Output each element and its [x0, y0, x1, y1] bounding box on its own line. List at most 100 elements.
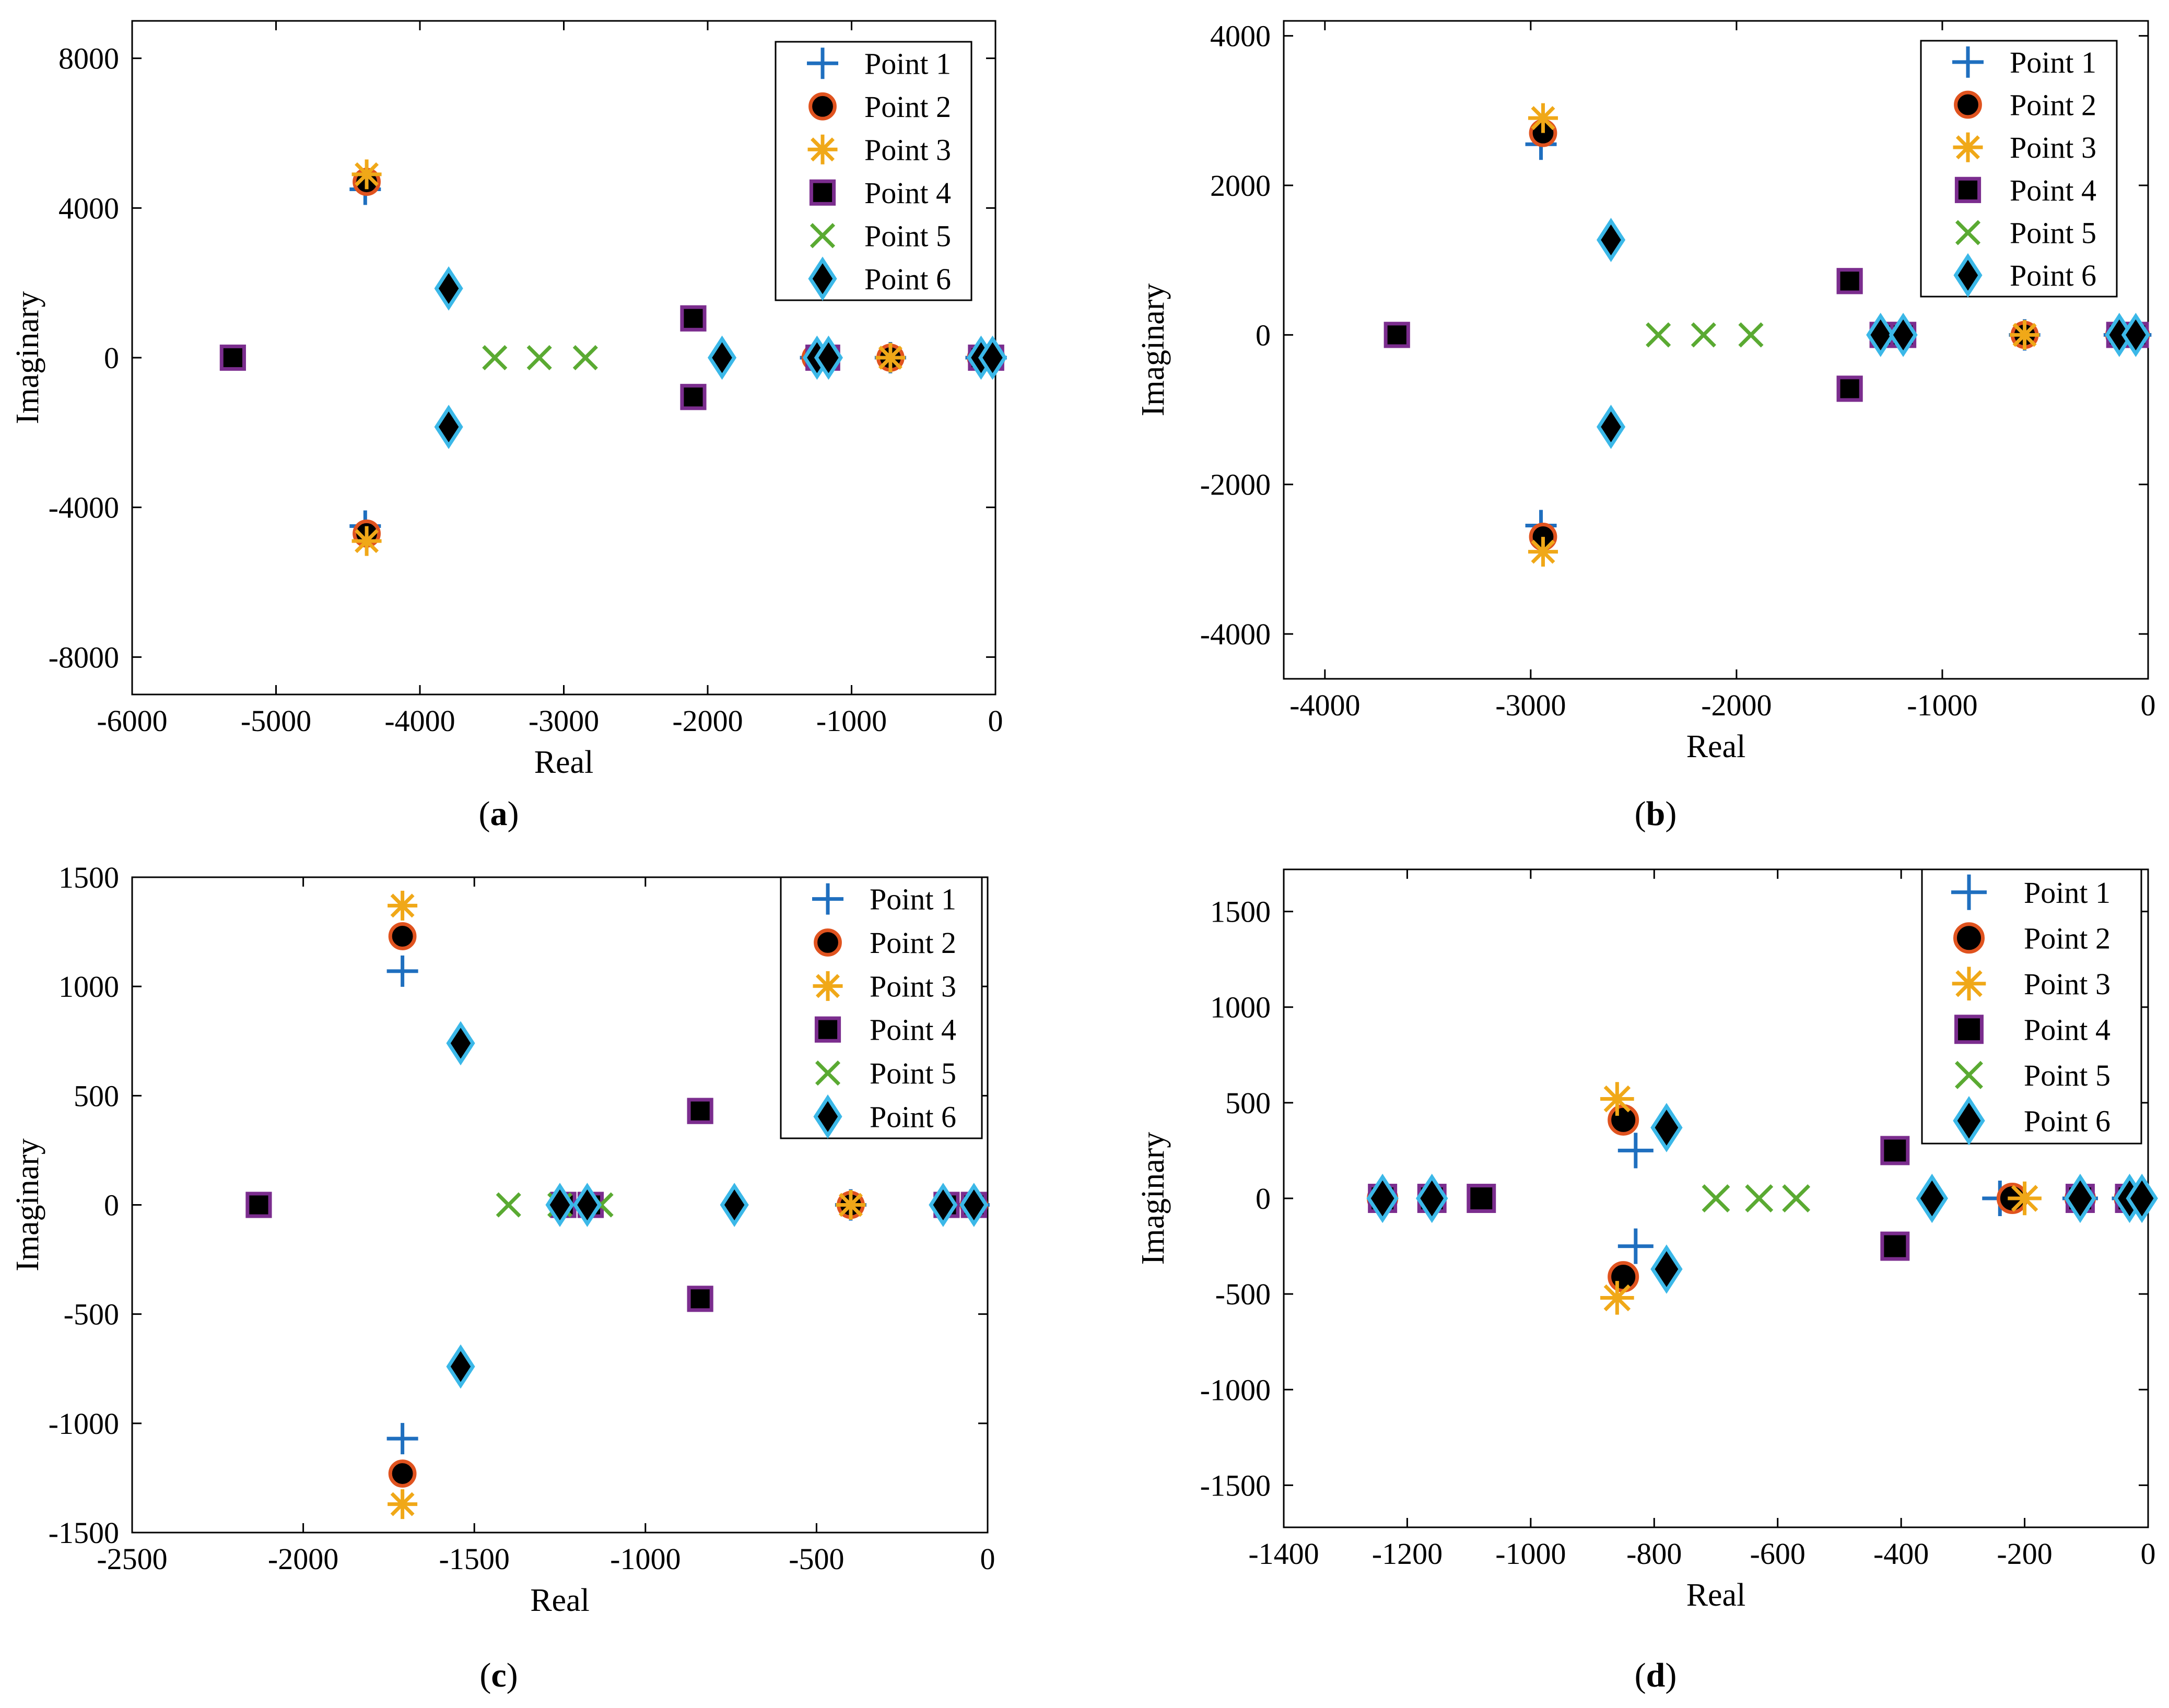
series-point-6 — [1366, 1103, 2158, 1294]
y-tick-label: 0 — [1256, 318, 1271, 352]
legend-marker — [809, 179, 836, 206]
legend-item: Point 6 — [808, 256, 951, 301]
x-tick-label: -2000 — [1701, 688, 1772, 722]
legend-label: Point 3 — [2010, 131, 2096, 164]
data-point — [1528, 103, 1558, 133]
data-point — [1866, 312, 1895, 357]
legend-box — [1920, 40, 2118, 298]
legend-item: Point 4 — [809, 176, 951, 210]
legend-item: Point 3 — [807, 133, 951, 167]
legend-marker — [807, 134, 838, 164]
legend-marker — [810, 223, 836, 249]
data-point — [978, 335, 1007, 380]
y-tick-label: 1500 — [58, 861, 119, 894]
legend-box — [775, 41, 972, 301]
data-point — [1467, 1184, 1496, 1213]
legend-item: Point 5 — [810, 219, 951, 253]
data-point — [687, 1286, 713, 1312]
data-point — [1738, 322, 1764, 348]
data-point — [1596, 218, 1626, 262]
legend-label: Point 4 — [870, 1013, 956, 1047]
data-point — [2064, 1173, 2096, 1223]
legend-marker — [1953, 253, 1983, 298]
y-tick-label: 500 — [74, 1079, 119, 1113]
data-point — [446, 1021, 475, 1066]
legend-box — [1921, 868, 2142, 1145]
x-axis-label: Real — [530, 1583, 590, 1618]
x-tick-label: -1200 — [1372, 1537, 1443, 1571]
x-tick-label: -200 — [1997, 1537, 2052, 1571]
y-tick-label: -1500 — [1200, 1468, 1271, 1502]
data-point — [2008, 1181, 2042, 1216]
series-point-5 — [1702, 1184, 1811, 1212]
data-point — [836, 1190, 866, 1220]
legend-item: Point 2 — [1954, 88, 2096, 122]
x-tick-label: 0 — [2141, 688, 2156, 722]
x-tick-label: -4000 — [1289, 688, 1360, 722]
y-tick-label: 0 — [1256, 1182, 1271, 1216]
series-point-3 — [1600, 1082, 2042, 1315]
data-point — [1384, 322, 1410, 348]
legend-item: Point 5 — [1955, 1058, 2111, 1092]
x-tick-label: -2000 — [672, 704, 743, 738]
legend-marker — [1955, 220, 1981, 245]
data-point — [1646, 322, 1671, 348]
legend-label: Point 3 — [864, 133, 951, 167]
data-point — [1836, 375, 1863, 402]
legend-label: Point 5 — [2010, 216, 2096, 250]
legend: Point 1 Point 2 Point 3 Point 4 Point 5 Point… — [780, 876, 983, 1139]
data-point — [526, 345, 552, 371]
x-tick-label: -4000 — [384, 704, 455, 738]
data-point — [680, 305, 707, 332]
y-tick-label: -4000 — [1200, 617, 1271, 651]
legend-marker — [814, 1016, 841, 1043]
data-point — [388, 890, 418, 921]
legend-marker — [1952, 46, 1984, 78]
x-tick-label: -800 — [1626, 1537, 1682, 1571]
data-point — [959, 1183, 989, 1227]
y-tick-label: -4000 — [49, 491, 119, 525]
y-tick-label: 0 — [104, 1188, 119, 1222]
x-tick-label: -2000 — [268, 1542, 338, 1576]
x-tick-label: 0 — [988, 704, 1003, 738]
legend-item: Point 1 — [812, 882, 956, 916]
legend-marker — [1955, 1061, 1983, 1089]
y-tick-label: 8000 — [58, 42, 119, 76]
legend-label: Point 3 — [2024, 967, 2111, 1001]
legend-label: Point 6 — [864, 262, 951, 296]
legend-marker — [1953, 1096, 1985, 1146]
legend-item: Point 6 — [1953, 253, 2096, 298]
x-tick-label: 0 — [980, 1542, 995, 1576]
data-point — [2121, 312, 2150, 357]
data-point — [1528, 537, 1558, 567]
x-tick-label: -1000 — [1495, 1537, 1566, 1571]
legend-label: Point 2 — [2010, 88, 2096, 122]
legend-box — [780, 876, 983, 1139]
data-point — [1617, 1228, 1654, 1264]
legend-item: Point 1 — [807, 46, 951, 80]
y-tick-label: -1000 — [1200, 1373, 1271, 1407]
y-tick-label: 500 — [1225, 1086, 1271, 1120]
x-tick-label: -6000 — [97, 704, 167, 738]
y-tick-label: -1500 — [49, 1516, 119, 1550]
data-point — [1880, 1136, 1910, 1165]
legend-item: Point 3 — [813, 969, 956, 1003]
legend-item: Point 1 — [1952, 45, 2096, 79]
y-tick-label: -8000 — [49, 640, 119, 674]
y-tick-label: -1000 — [49, 1407, 119, 1441]
data-point — [1650, 1244, 1683, 1294]
x-tick-label: -1000 — [1907, 688, 1977, 722]
legend-marker — [813, 971, 843, 1001]
y-tick-label: 1000 — [58, 970, 119, 1004]
y-axis-label: Imaginary — [10, 1138, 45, 1271]
data-point — [351, 526, 382, 556]
data-point — [2010, 320, 2040, 350]
data-point — [1889, 312, 1918, 357]
y-tick-label: 1000 — [1210, 991, 1271, 1024]
data-point — [720, 1183, 749, 1227]
x-axis-label: Real — [1686, 1577, 1746, 1613]
x-tick-label: -3000 — [1495, 688, 1566, 722]
series-point-5 — [482, 345, 598, 371]
legend-marker — [1954, 176, 1982, 203]
panel-label: (c) — [479, 1656, 518, 1694]
